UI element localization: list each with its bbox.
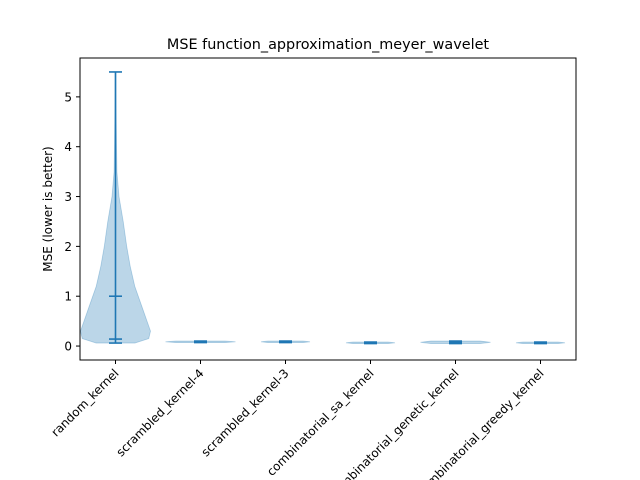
violin-3 (260, 340, 311, 344)
y-axis-label: MSE (lower is better) (41, 146, 55, 271)
violin-2 (165, 340, 236, 344)
x-tick-label: random_kernel (48, 366, 121, 439)
y-tick-label: 3 (64, 190, 72, 204)
axes-frame (79, 57, 577, 361)
violin-6 (515, 341, 566, 345)
y-tick-label: 2 (64, 240, 72, 254)
y-tick-label: 0 (64, 340, 72, 354)
y-tick-label: 4 (64, 140, 72, 154)
y-tick-label: 5 (64, 90, 72, 104)
violin-1 (80, 71, 151, 344)
y-tick-label: 1 (64, 290, 72, 304)
plot-area (80, 71, 566, 345)
x-tick-label: scrambled_kernel-4 (113, 366, 206, 459)
violin-4 (345, 341, 396, 345)
chart-title: MSE function_approximation_meyer_wavelet (167, 37, 490, 53)
x-tick-label: scrambled_kernel-3 (198, 366, 291, 459)
violin-5 (420, 340, 491, 345)
